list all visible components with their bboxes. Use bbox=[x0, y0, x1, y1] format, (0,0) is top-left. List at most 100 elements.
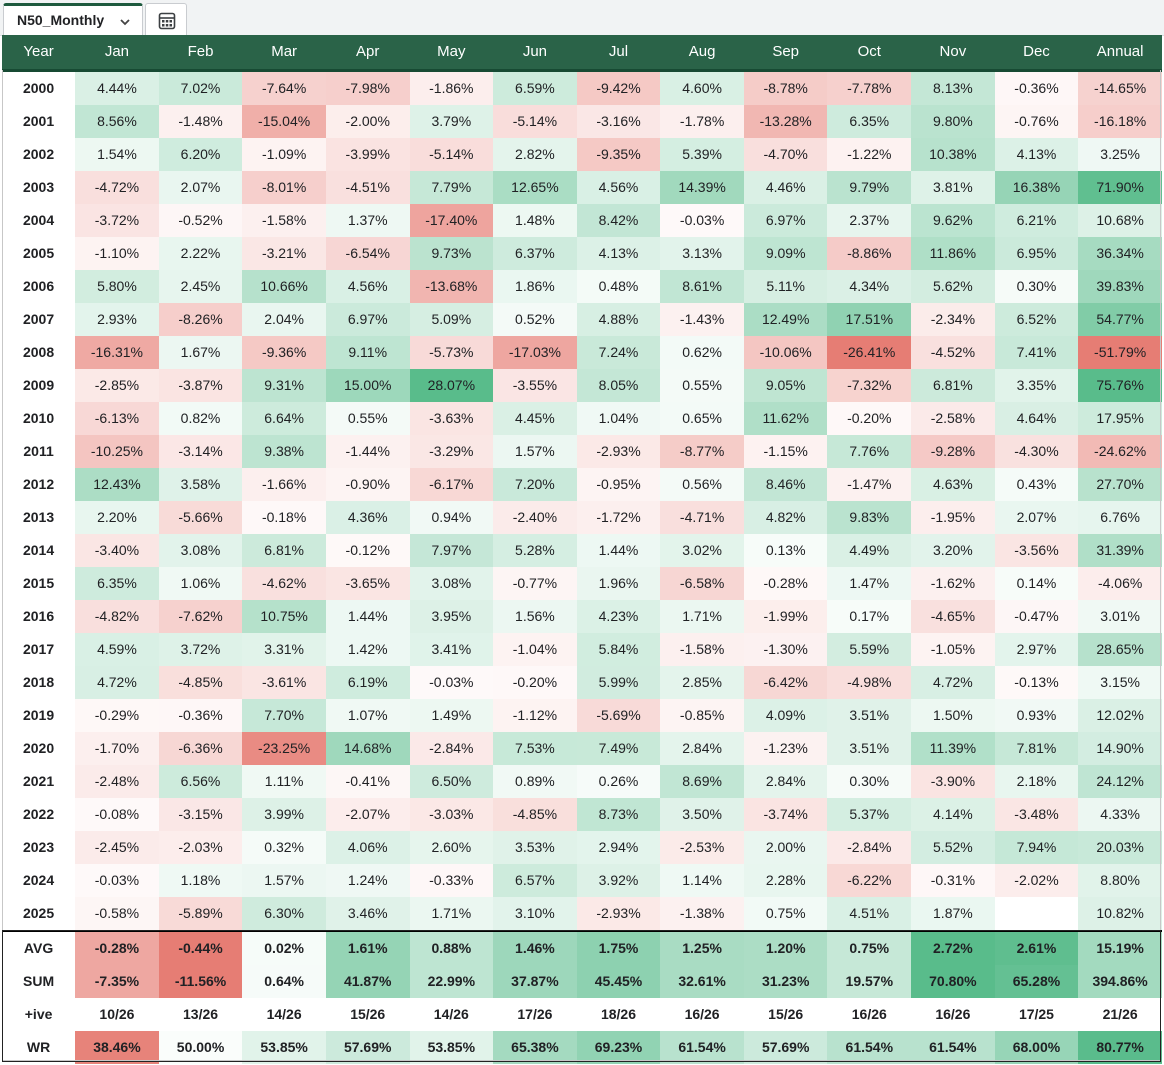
return-cell[interactable]: -6.58% bbox=[660, 566, 744, 600]
return-cell[interactable]: 4.23% bbox=[576, 599, 661, 633]
return-cell[interactable]: 8.46% bbox=[743, 467, 828, 501]
column-header-nov[interactable]: Nov bbox=[911, 35, 995, 70]
summary-cell[interactable]: 17/26 bbox=[517, 1006, 553, 1022]
return-cell[interactable]: 11.86% bbox=[911, 236, 995, 270]
summary-cell[interactable]: 80.77% bbox=[1078, 1030, 1162, 1064]
return-cell[interactable]: 14.90% bbox=[1078, 731, 1162, 765]
return-cell[interactable]: -6.54% bbox=[325, 236, 410, 270]
return-cell[interactable]: 7.94% bbox=[994, 830, 1079, 864]
return-cell[interactable]: -4.70% bbox=[743, 137, 828, 171]
return-cell[interactable]: -0.08% bbox=[75, 797, 159, 831]
summary-cell[interactable]: 1.20% bbox=[743, 929, 828, 965]
return-cell[interactable]: -15.04% bbox=[242, 104, 326, 138]
sheet-tab-n50-monthly[interactable]: N50_Monthly bbox=[3, 3, 143, 37]
return-cell[interactable]: -0.90% bbox=[325, 467, 410, 501]
year-cell[interactable]: 2024 bbox=[22, 872, 55, 888]
return-cell[interactable]: 4.09% bbox=[743, 698, 828, 732]
summary-cell[interactable]: 61.54% bbox=[911, 1030, 995, 1064]
return-cell[interactable]: -5.14% bbox=[409, 137, 494, 171]
return-cell[interactable]: 2.82% bbox=[493, 137, 577, 171]
column-header-apr[interactable]: Apr bbox=[325, 35, 410, 70]
return-cell[interactable]: -6.22% bbox=[827, 863, 912, 897]
return-cell[interactable]: 6.59% bbox=[493, 70, 577, 105]
return-cell[interactable]: 4.51% bbox=[827, 896, 912, 931]
return-cell[interactable]: -5.14% bbox=[493, 104, 577, 138]
return-cell[interactable]: 4.60% bbox=[660, 70, 744, 105]
year-cell[interactable]: 2025 bbox=[22, 905, 55, 921]
return-cell[interactable]: 4.63% bbox=[911, 467, 995, 501]
return-cell[interactable]: -0.20% bbox=[827, 401, 912, 435]
return-cell[interactable]: 4.72% bbox=[75, 665, 159, 699]
return-cell[interactable]: 8.69% bbox=[660, 764, 744, 798]
return-cell[interactable]: 3.01% bbox=[1078, 599, 1162, 633]
return-cell[interactable]: 3.20% bbox=[911, 533, 995, 567]
return-cell[interactable]: 75.76% bbox=[1078, 368, 1162, 402]
return-cell[interactable]: 7.79% bbox=[409, 170, 494, 204]
return-cell[interactable]: -3.40% bbox=[75, 533, 159, 567]
return-cell[interactable]: 3.92% bbox=[576, 863, 661, 897]
return-cell[interactable]: -1.43% bbox=[660, 302, 744, 336]
return-cell[interactable]: 2.93% bbox=[75, 302, 159, 336]
column-header-feb[interactable]: Feb bbox=[158, 35, 243, 70]
return-cell[interactable]: -2.03% bbox=[158, 830, 243, 864]
return-cell[interactable]: -3.14% bbox=[158, 434, 243, 468]
summary-label[interactable]: AVG bbox=[2, 929, 76, 965]
return-cell[interactable]: 3.08% bbox=[158, 533, 243, 567]
year-cell[interactable]: 2008 bbox=[22, 344, 55, 360]
return-cell[interactable]: 3.99% bbox=[242, 797, 326, 831]
summary-cell[interactable]: -0.44% bbox=[158, 929, 243, 965]
return-cell[interactable]: 5.62% bbox=[911, 269, 995, 303]
return-cell[interactable]: -8.26% bbox=[158, 302, 243, 336]
return-cell[interactable]: 6.37% bbox=[493, 236, 577, 270]
return-cell[interactable]: 1.37% bbox=[325, 203, 410, 237]
return-cell[interactable]: 9.79% bbox=[827, 170, 912, 204]
summary-cell[interactable]: 31.23% bbox=[743, 964, 828, 998]
return-cell[interactable]: 2.07% bbox=[994, 500, 1079, 534]
summary-cell[interactable]: 21/26 bbox=[1102, 1006, 1138, 1022]
return-cell[interactable]: 6.30% bbox=[242, 896, 326, 931]
year-cell[interactable]: 2010 bbox=[22, 410, 55, 426]
return-cell[interactable]: -0.03% bbox=[75, 863, 159, 897]
return-cell[interactable]: 5.84% bbox=[576, 632, 661, 666]
return-cell[interactable]: -8.86% bbox=[827, 236, 912, 270]
return-cell[interactable]: -10.25% bbox=[75, 434, 159, 468]
return-cell[interactable]: -3.63% bbox=[409, 401, 494, 435]
return-cell[interactable]: 1.44% bbox=[576, 533, 661, 567]
return-cell[interactable]: 1.56% bbox=[493, 599, 577, 633]
return-cell[interactable]: -7.64% bbox=[242, 70, 326, 105]
return-cell[interactable]: 7.49% bbox=[576, 731, 661, 765]
return-cell[interactable]: 1.96% bbox=[576, 566, 661, 600]
return-cell[interactable]: 0.32% bbox=[242, 830, 326, 864]
return-cell[interactable]: 1.50% bbox=[911, 698, 995, 732]
return-cell[interactable]: -0.76% bbox=[994, 104, 1079, 138]
return-cell[interactable]: 7.20% bbox=[493, 467, 577, 501]
return-cell[interactable]: 7.53% bbox=[493, 731, 577, 765]
return-cell[interactable]: 10.68% bbox=[1078, 203, 1162, 237]
return-cell[interactable]: 8.05% bbox=[576, 368, 661, 402]
return-cell[interactable]: -3.74% bbox=[743, 797, 828, 831]
summary-cell[interactable]: 1.25% bbox=[660, 929, 744, 965]
year-cell[interactable]: 2019 bbox=[22, 707, 55, 723]
return-cell[interactable]: -16.18% bbox=[1078, 104, 1162, 138]
return-cell[interactable]: 1.71% bbox=[660, 599, 744, 633]
return-cell[interactable]: 1.86% bbox=[493, 269, 577, 303]
return-cell[interactable]: 1.67% bbox=[158, 335, 243, 369]
return-cell[interactable]: 1.14% bbox=[660, 863, 744, 897]
return-cell[interactable]: 0.55% bbox=[660, 368, 744, 402]
return-cell[interactable]: 1.54% bbox=[75, 137, 159, 171]
chevron-down-icon[interactable] bbox=[118, 15, 132, 29]
return-cell[interactable]: 1.06% bbox=[158, 566, 243, 600]
summary-label[interactable]: SUM bbox=[23, 973, 55, 989]
return-cell[interactable]: -2.93% bbox=[576, 434, 661, 468]
return-cell[interactable]: -0.52% bbox=[158, 203, 243, 237]
return-cell[interactable]: -1.95% bbox=[911, 500, 995, 534]
return-cell[interactable]: -0.41% bbox=[325, 764, 410, 798]
return-cell[interactable]: 5.28% bbox=[493, 533, 577, 567]
summary-cell[interactable]: 1.46% bbox=[493, 929, 577, 965]
year-cell[interactable]: 2004 bbox=[22, 212, 55, 228]
return-cell[interactable]: -2.00% bbox=[325, 104, 410, 138]
return-cell[interactable]: -2.84% bbox=[827, 830, 912, 864]
year-cell[interactable]: 2020 bbox=[22, 740, 55, 756]
summary-cell[interactable]: 0.88% bbox=[409, 929, 494, 965]
return-cell[interactable]: -2.45% bbox=[75, 830, 159, 864]
